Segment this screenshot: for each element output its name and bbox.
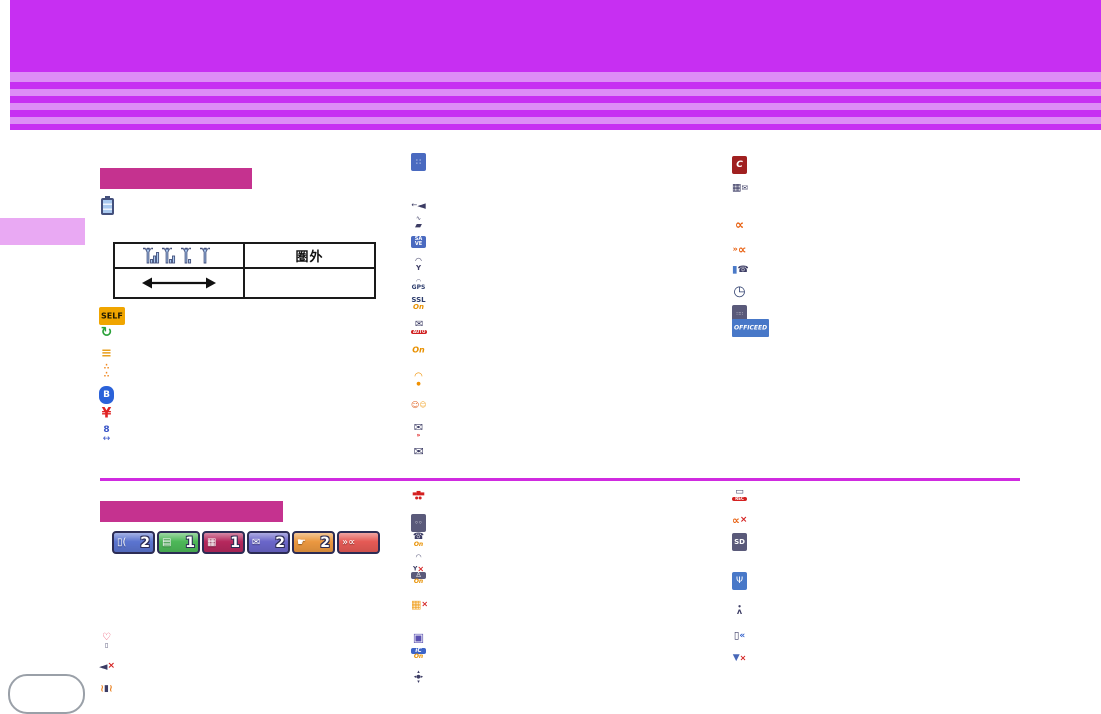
external-device-icon: ∷ <box>411 153 426 172</box>
fax-building-icon: ▦✉ <box>732 182 749 194</box>
phone-heart-icon: ♡ ▯ <box>102 632 111 650</box>
footsteps-icon: ∴ ∴ <box>103 362 110 380</box>
banner-stripes <box>10 72 1101 130</box>
memo-icon: ▣ <box>412 630 425 645</box>
auto-switch-icon: 8 ↔ <box>102 425 111 445</box>
save-icon: SA VE <box>411 236 426 249</box>
video-rec-icon: ▭ REC <box>732 487 747 502</box>
personal-data-lock-icon: ♙ On <box>411 571 426 585</box>
dial-lock-icon: ☎ On <box>412 532 425 549</box>
record-message-icon: ∝ <box>734 217 745 233</box>
unread-mail-badge-icon: ✉ <box>252 536 261 548</box>
self-mode-icon: SELF <box>99 307 125 326</box>
bluetooth-icon: B <box>99 386 114 405</box>
wifi-icon: ◠ ● <box>414 371 423 388</box>
mail-icon: ✉ <box>413 444 424 459</box>
gps-off-icon: ◠ Y× <box>412 553 425 574</box>
battery-phone-icon: ▮☎ <box>732 264 749 276</box>
ic-card-lock-icon: iC On <box>411 647 426 660</box>
section-1-header <box>100 168 252 189</box>
key-on-icon: On <box>412 345 425 355</box>
out-of-area-cell: 圏外 <box>245 244 374 269</box>
section-2-header <box>100 501 283 522</box>
drive-mode-car-icon: ▄▆▄ ●● <box>412 490 425 501</box>
left-right-arrow-icon <box>142 277 216 289</box>
unread-mail-badge-count: 2 <box>275 534 285 551</box>
section-divider <box>100 478 1020 481</box>
speaker-output-icon: ←◄ <box>411 198 426 212</box>
antenna-icon-0-bars <box>200 247 210 264</box>
auto-send-mail-icon: ✉ AUTO <box>411 319 428 335</box>
signal-antenna-row <box>115 244 245 269</box>
sync-icon: ↻ <box>100 324 113 341</box>
side-index-tab <box>0 218 85 245</box>
vibrate-icon: ≀▮≀ <box>100 683 113 695</box>
record-off-badge: »∝ <box>337 531 380 554</box>
signal-range-cell <box>115 269 245 297</box>
record-message-badge: ▤ 1 <box>157 531 200 554</box>
message-memo-badge: ☛ 2 <box>292 531 335 554</box>
empty-cell <box>245 269 374 297</box>
page-number-pill <box>8 674 85 714</box>
multi-cursor-icon: ▴ ◂●▸ ▾ <box>413 669 424 686</box>
mute-speaker-icon: ◄× <box>99 659 116 673</box>
fax-message-badge-count: 1 <box>230 534 240 551</box>
status-badge-row: ▯(2 ▤ 1 ▦ 1 ✉ 2 ☛ 2 »∝ <box>112 531 380 554</box>
record-message-badge-icon: ▤ <box>162 536 172 548</box>
yen-charge-icon: ¥ <box>101 405 112 422</box>
clock-icon: ◷ <box>733 283 746 300</box>
keypad-lock-icon: ▦× <box>411 597 429 611</box>
missed-call-badge-icon: ▯( <box>117 536 127 548</box>
music-folder-icon: ∿ ▰ <box>415 215 422 232</box>
antenna-icon-2-bars <box>162 247 176 264</box>
message-memo-badge-icon: ☛ <box>297 536 306 548</box>
antenna-icon-1-bars <box>181 247 192 264</box>
battery-icon <box>101 196 114 215</box>
coin-level-icon: ≡ <box>101 345 112 361</box>
fax-message-badge-icon: ▦ <box>207 536 217 548</box>
link-faces-icon: ☺☺ <box>411 400 427 410</box>
record-message-play-icon: »∝ <box>732 242 747 257</box>
out-of-area-label: 圏外 <box>295 250 324 265</box>
signal-table: 圏外 <box>113 242 376 299</box>
gps-positioning-icon: ◠ GPS <box>411 278 426 292</box>
antenna-icon-3-bars <box>143 247 160 264</box>
pedometer-person-icon: ● ʌ <box>736 604 743 617</box>
page-top-banner <box>10 0 1101 72</box>
record-message-off-icon: ∝× <box>732 513 748 527</box>
gps-antenna-icon: ◠ Y <box>415 256 422 273</box>
sd-card-icon: SD <box>732 533 747 552</box>
keyboard-icon: ∷∷ <box>732 305 747 324</box>
security-scan-icon: ▼× <box>732 652 747 663</box>
message-memo-badge-count: 2 <box>320 534 330 551</box>
ssl-icon: SSL On <box>411 296 426 312</box>
officeed-badge-icon: OFFICEED <box>732 319 770 338</box>
incoming-restrict-icon: ▯« <box>733 630 746 642</box>
fax-message-badge: ▦ 1 <box>202 531 245 554</box>
record-off-badge-icon: »∝ <box>342 536 356 548</box>
unread-mail-badge: ✉ 2 <box>247 531 290 554</box>
missed-call-badge: ▯( 2 <box>112 531 155 554</box>
mail-forward-icon: ✉» <box>413 421 424 440</box>
usb-mode-icon: Ψ <box>732 572 747 591</box>
record-message-badge-count: 1 <box>185 534 195 551</box>
answer-machine-icon: ◦◦ <box>411 514 426 533</box>
i-channel-icon: C <box>732 156 747 175</box>
missed-call-badge-count: 2 <box>140 534 150 551</box>
